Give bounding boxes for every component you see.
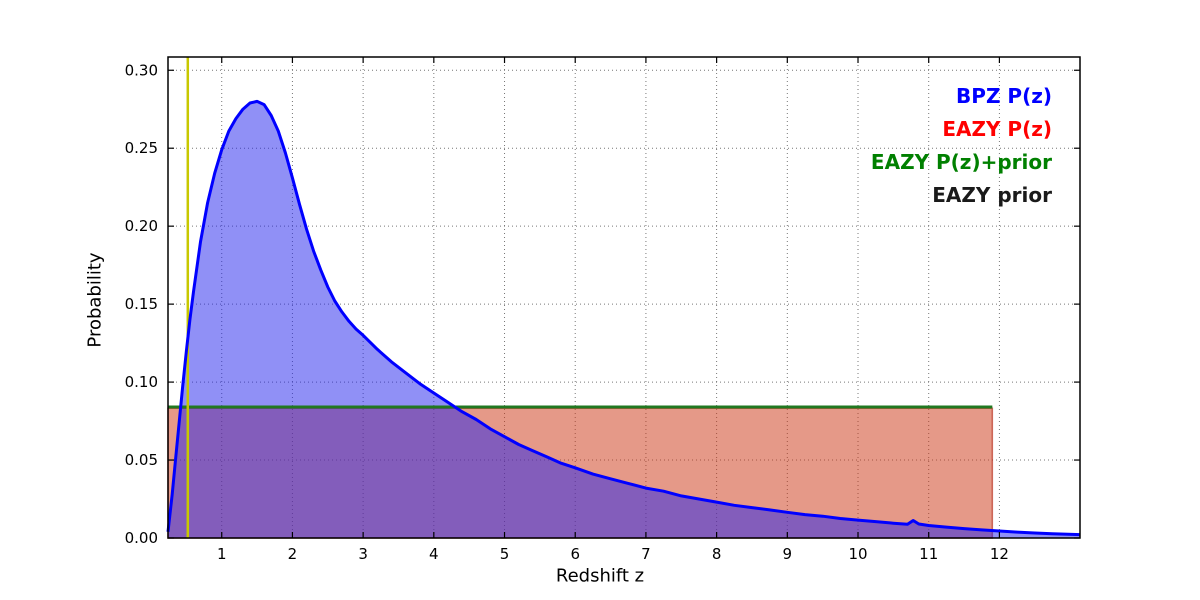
x-tick-label: 8 <box>712 545 722 563</box>
x-tick-label: 10 <box>848 545 867 563</box>
legend-entry-bpz-pz: BPZ P(z) <box>956 84 1052 108</box>
y-tick-labels: 0.00 0.05 0.10 0.15 0.20 0.25 0.30 <box>125 61 158 547</box>
x-tick-label: 2 <box>288 545 298 563</box>
y-tick-label: 0.15 <box>125 295 158 313</box>
legend: BPZ P(z) EAZY P(z) EAZY P(z)+prior EAZY … <box>871 80 1052 212</box>
x-tick-label: 1 <box>217 545 227 563</box>
x-tick-label: 11 <box>919 545 938 563</box>
x-tick-label: 4 <box>429 545 439 563</box>
x-axis-label: Redshift z <box>555 565 645 587</box>
series-lines <box>168 57 993 538</box>
x-tick-labels: 1 2 3 4 5 6 7 8 9 10 11 12 <box>217 545 1009 563</box>
x-tick-label: 5 <box>500 545 510 563</box>
tick-marks <box>168 57 1080 539</box>
y-axis-label: Probability <box>84 252 106 348</box>
x-tick-label: 9 <box>783 545 793 563</box>
y-tick-label: 0.25 <box>125 139 158 157</box>
x-tick-label: 7 <box>641 545 651 563</box>
series-fill-bpz-p-z- <box>168 101 1080 539</box>
y-tick-label: 0.00 <box>125 529 158 547</box>
y-tick-label: 0.20 <box>125 217 158 235</box>
y-tick-label: 0.05 <box>125 451 158 469</box>
legend-entry-eazy-pz: EAZY P(z) <box>942 117 1052 141</box>
axes-frame <box>167 56 1081 539</box>
x-tick-label: 3 <box>358 545 368 563</box>
x-tick-label: 6 <box>570 545 580 563</box>
legend-entry-eazy-pz-prior: EAZY P(z)+prior <box>870 150 1052 174</box>
y-tick-label: 0.30 <box>125 61 158 79</box>
x-tick-label: 12 <box>990 545 1009 563</box>
legend-entry-eazy-prior: EAZY prior <box>932 183 1052 207</box>
y-tick-label: 0.10 <box>125 373 158 391</box>
series-line-bpz-p-z- <box>166 99 1081 537</box>
series-curves <box>166 99 1081 537</box>
